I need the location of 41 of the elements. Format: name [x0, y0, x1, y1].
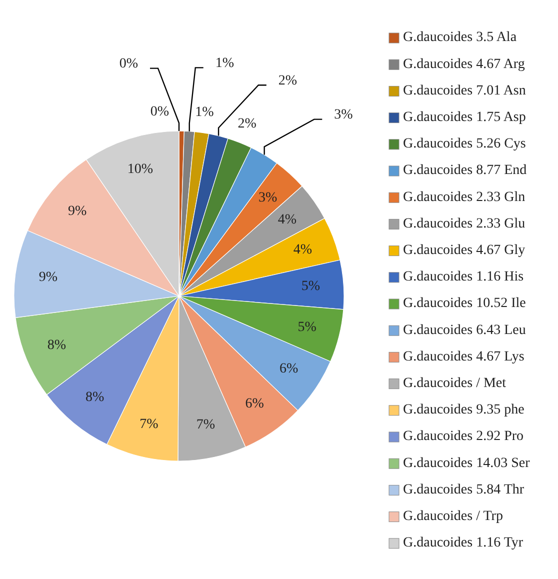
data-label: 4%: [293, 242, 312, 258]
data-label: 2%: [238, 116, 257, 132]
legend-label: G.daucoides 10.52 Ile: [403, 296, 526, 312]
legend-label: G.daucoides 1.16 His: [403, 270, 524, 285]
data-label: 5%: [298, 320, 317, 336]
legend-label: G.daucoides 2.92 Pro: [403, 429, 524, 444]
legend-label: G.daucoides 6.43 Leu: [403, 322, 526, 338]
text: 0%: [119, 56, 138, 72]
legend-label: G.daucoides 14.03 Ser: [403, 456, 530, 471]
data-label: 9%: [38, 270, 58, 286]
legend-label: G.daucoides 2.33 Gln: [403, 190, 526, 205]
data-label: 8%: [86, 390, 105, 405]
legend-label: G.daucoides 1.16 Tyr: [403, 536, 524, 551]
legend-label: G.daucoides / Trp: [403, 509, 503, 524]
data-label: 7%: [196, 417, 216, 432]
data-label: 3%: [334, 108, 354, 123]
legend-label: G.daucoides 5.26 Cys: [403, 136, 526, 152]
data-label: 8%: [47, 338, 66, 353]
legend-label: G.daucoides 4.67 Gly: [403, 243, 526, 258]
legend-label: G.daucoides 1.75 Asp: [403, 110, 526, 126]
data-label: 3%: [258, 190, 278, 206]
data-label: 2%: [278, 73, 298, 88]
legend-label: G.daucoides 9.35 phe: [403, 402, 524, 418]
legend-label: G.daucoides / Met: [403, 376, 506, 392]
data-label: 9%: [68, 204, 87, 220]
legend-label: G.daucoides 4.67 Arg: [403, 56, 525, 72]
data-label: 1%: [195, 105, 214, 120]
data-label: 7%: [140, 416, 159, 432]
legend-label: G.daucoides 7.01 Asn: [403, 83, 526, 98]
data-label: 0%: [150, 104, 170, 120]
legend-label: G.daucoides 8.77 End: [403, 163, 527, 178]
data-label: 4%: [278, 212, 297, 228]
data-label: 5%: [301, 279, 320, 294]
legend-label: G.daucoides 2.33 Glu: [403, 216, 526, 232]
data-label: 10%: [127, 162, 154, 178]
legend-label: G.daucoides 5.84 Thr: [403, 482, 524, 498]
data-label: 6%: [280, 361, 299, 376]
legend-label: G.daucoides 4.67 Lys: [403, 349, 524, 364]
legend-label: G.daucoides 3.5 Ala: [403, 30, 518, 46]
data-label: 1%: [215, 56, 234, 71]
data-label: 6%: [245, 396, 264, 412]
